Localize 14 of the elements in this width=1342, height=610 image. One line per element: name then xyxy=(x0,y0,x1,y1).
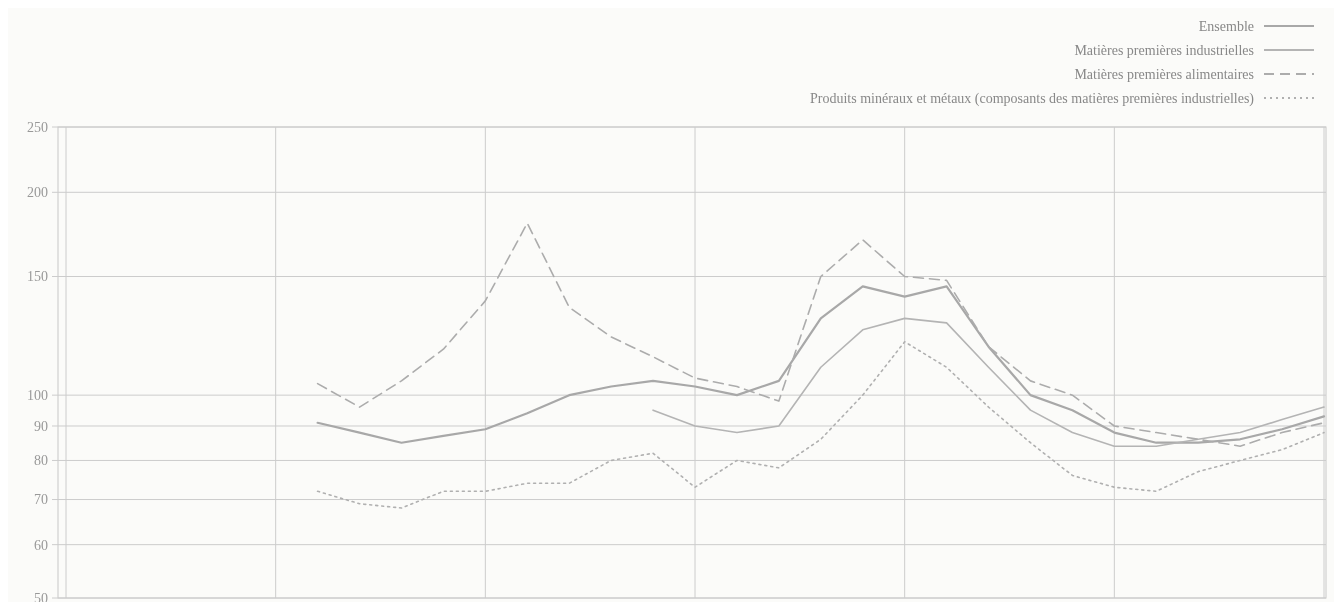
y-tick-label: 70 xyxy=(34,492,48,508)
legend-label: Produits minéraux et métaux (composants des matières premières industrielles) xyxy=(810,90,1255,107)
legend-label: Ensemble xyxy=(1198,18,1254,34)
y-tick-label: 80 xyxy=(34,453,48,469)
y-tick-label: 90 xyxy=(34,418,48,434)
y-tick-label: 200 xyxy=(27,185,48,201)
y-tick-label: 250 xyxy=(27,119,48,135)
y-tick-label: 150 xyxy=(27,269,48,285)
legend-label: Matières premières alimentaires xyxy=(1074,66,1254,82)
line-series xyxy=(316,222,1325,447)
legend-label: Matières premières industrielles xyxy=(1074,42,1254,58)
y-tick-label: 60 xyxy=(34,537,48,553)
y-tick-label: 100 xyxy=(27,388,48,404)
line-series xyxy=(316,341,1325,509)
